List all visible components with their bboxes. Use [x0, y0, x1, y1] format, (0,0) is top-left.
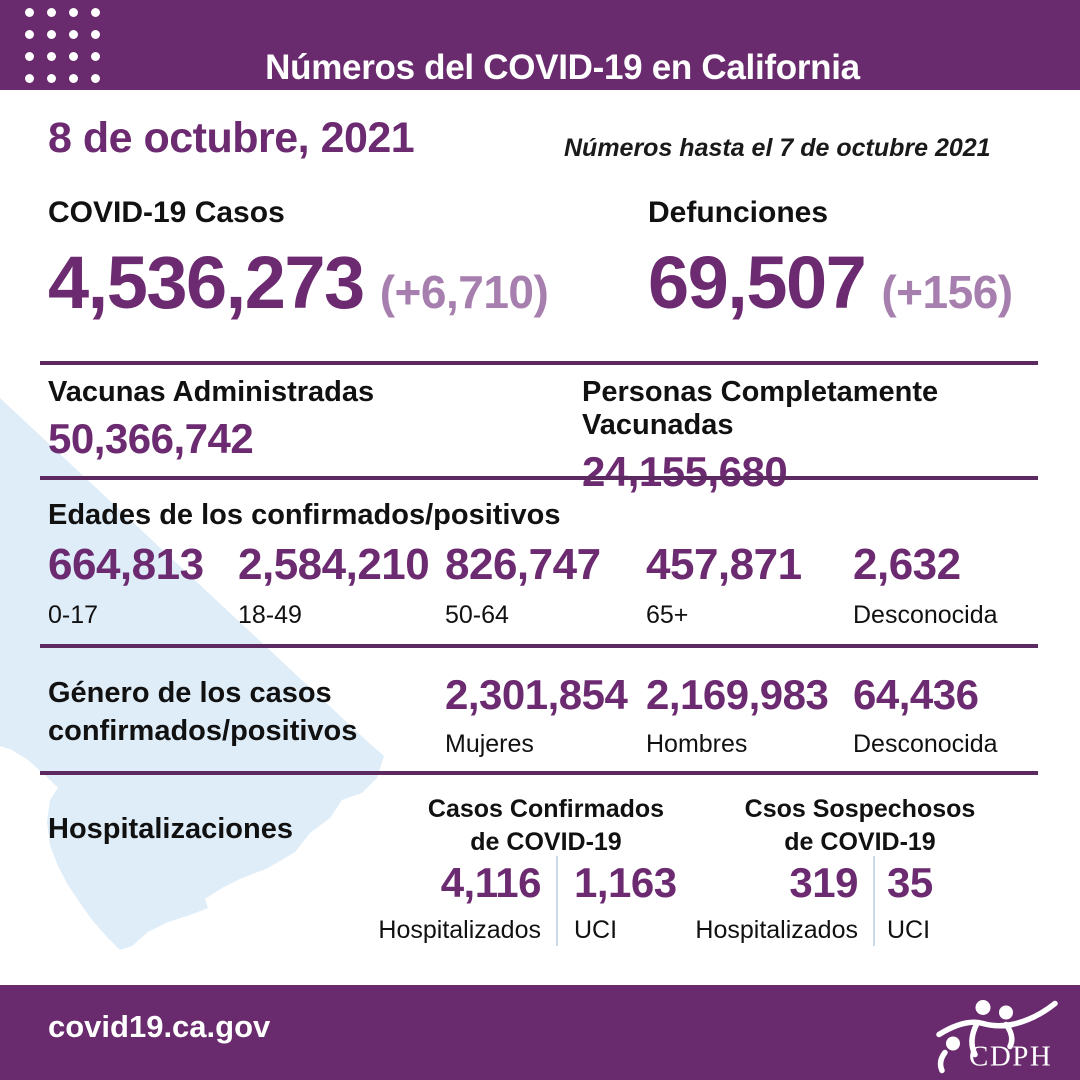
confirmed-icu-label: UCI: [574, 916, 618, 944]
gender-group-male: 2,169,983 Hombres: [646, 671, 829, 759]
gender-heading-line1: Género de los casos: [48, 677, 332, 709]
suspected-hospitalized-value: 319: [789, 859, 858, 906]
confirmed-hospitalized-value: 4,116: [440, 859, 542, 906]
age-65-plus-label: 65+: [646, 601, 689, 629]
footer-url-link[interactable]: covid19.ca.gov: [48, 1009, 271, 1044]
logo-figure-head: [999, 1005, 1013, 1020]
confirmed-cases-header: Casos Confirmados de COVID-19: [396, 793, 696, 859]
age-group-0-17: 664,813 0-17: [48, 543, 204, 630]
deaths-label: Defunciones: [648, 196, 829, 229]
cases-label: COVID-19 Casos: [48, 196, 285, 229]
divider-line: [40, 361, 1038, 365]
confirmed-hospitalized-stat: 4,116 Hospitalizados: [340, 862, 541, 945]
fully-vaccinated-block: Personas Completamente Vacunadas 24,155,…: [582, 376, 1080, 496]
dot-pattern-decoration: [25, 8, 100, 90]
suspected-icu-label: UCI: [887, 916, 931, 944]
suspected-icu-value: 35: [887, 859, 933, 906]
age-18-49-value: 2,584,210: [238, 540, 430, 589]
gender-heading-line2: confirmados/positivos: [48, 715, 358, 747]
suspected-cases-header-line2: de COVID-19: [784, 828, 936, 856]
gender-male-label: Hombres: [646, 730, 748, 758]
gender-unknown-label: Desconocida: [853, 730, 998, 758]
deaths-value: 69,507: [648, 241, 867, 324]
gender-group-unknown: 64,436 Desconocida: [853, 674, 998, 759]
divider-line: [40, 771, 1038, 775]
deaths-delta: (+156): [881, 266, 1013, 318]
hospitalizations-heading: Hospitalizaciones: [48, 813, 293, 845]
age-unknown-value: 2,632: [853, 540, 961, 589]
divider-line: [40, 476, 1038, 480]
age-group-unknown: 2,632 Desconocida: [853, 543, 998, 630]
confirmed-icu-stat: 1,163 UCI: [574, 862, 734, 945]
age-0-17-label: 0-17: [48, 601, 99, 629]
date-heading: 8 de octubre, 2021: [48, 114, 415, 162]
logo-figure-head: [946, 1036, 960, 1051]
ages-heading: Edades de los confirmados/positivos: [48, 499, 561, 531]
suspected-hospitalized-label: Hospitalizados: [695, 916, 858, 944]
gender-female-label: Mujeres: [445, 730, 534, 758]
age-65-plus-value: 457,871: [646, 540, 802, 589]
gender-group-female: 2,301,854 Mujeres: [445, 671, 628, 759]
cases-section: COVID-19 Casos 4,536,273 (+6,710): [48, 196, 549, 324]
divider-line: [40, 644, 1038, 648]
vaccines-administered-block: Vacunas Administradas 50,366,742: [48, 376, 374, 463]
fully-vaccinated-label: Personas Completamente Vacunadas: [582, 376, 939, 441]
age-18-49-label: 18-49: [238, 601, 302, 629]
as-of-date-note: Números hasta el 7 de octubre 2021: [564, 134, 991, 162]
vaccines-administered-label: Vacunas Administradas: [48, 376, 375, 408]
confirmed-icu-value: 1,163: [574, 859, 677, 906]
logo-figure-head: [975, 1000, 991, 1015]
suspected-icu-stat: 35 UCI: [887, 862, 1007, 945]
cases-value: 4,536,273: [48, 241, 365, 324]
age-group-65-plus: 457,871 65+: [646, 543, 802, 630]
column-divider: [556, 856, 558, 946]
confirmed-hospitalized-label: Hospitalizados: [378, 916, 541, 944]
logo-text: CDPH: [969, 1041, 1052, 1073]
vaccines-administered-value: 50,366,742: [48, 415, 254, 462]
confirmed-cases-header-line1: Casos Confirmados: [427, 795, 665, 823]
age-group-18-49: 2,584,210 18-49: [238, 540, 430, 630]
footer-banner: covid19.ca.gov CDPH: [0, 985, 1080, 1080]
cdph-logo: CDPH: [936, 1000, 1058, 1074]
suspected-hospitalized-stat: 319 Hospitalizados: [658, 862, 858, 945]
gender-heading: Género de los casos confirmados/positivo…: [48, 674, 357, 750]
gender-unknown-value: 64,436: [853, 671, 979, 718]
age-group-50-64: 826,747 50-64: [445, 543, 601, 630]
suspected-cases-header: Csos Sospechosos de COVID-19: [710, 793, 1010, 859]
suspected-cases-header-line1: Csos Sospechosos: [744, 795, 976, 823]
confirmed-cases-header-line2: de COVID-19: [470, 828, 622, 856]
age-unknown-label: Desconocida: [853, 601, 998, 629]
cases-delta: (+6,710): [379, 266, 549, 318]
gender-female-value: 2,301,854: [445, 671, 628, 718]
deaths-section: Defunciones 69,507 (+156): [648, 196, 1013, 320]
age-50-64-value: 826,747: [445, 540, 601, 589]
fully-vaccinated-value: 24,155,680: [582, 448, 788, 495]
page-title: Números del COVID-19 en California: [265, 48, 860, 88]
column-divider: [873, 856, 875, 946]
gender-male-value: 2,169,983: [646, 671, 829, 718]
age-50-64-label: 50-64: [445, 601, 509, 629]
age-0-17-value: 664,813: [48, 540, 204, 589]
header-banner: Números del COVID-19 en California: [0, 0, 1080, 90]
